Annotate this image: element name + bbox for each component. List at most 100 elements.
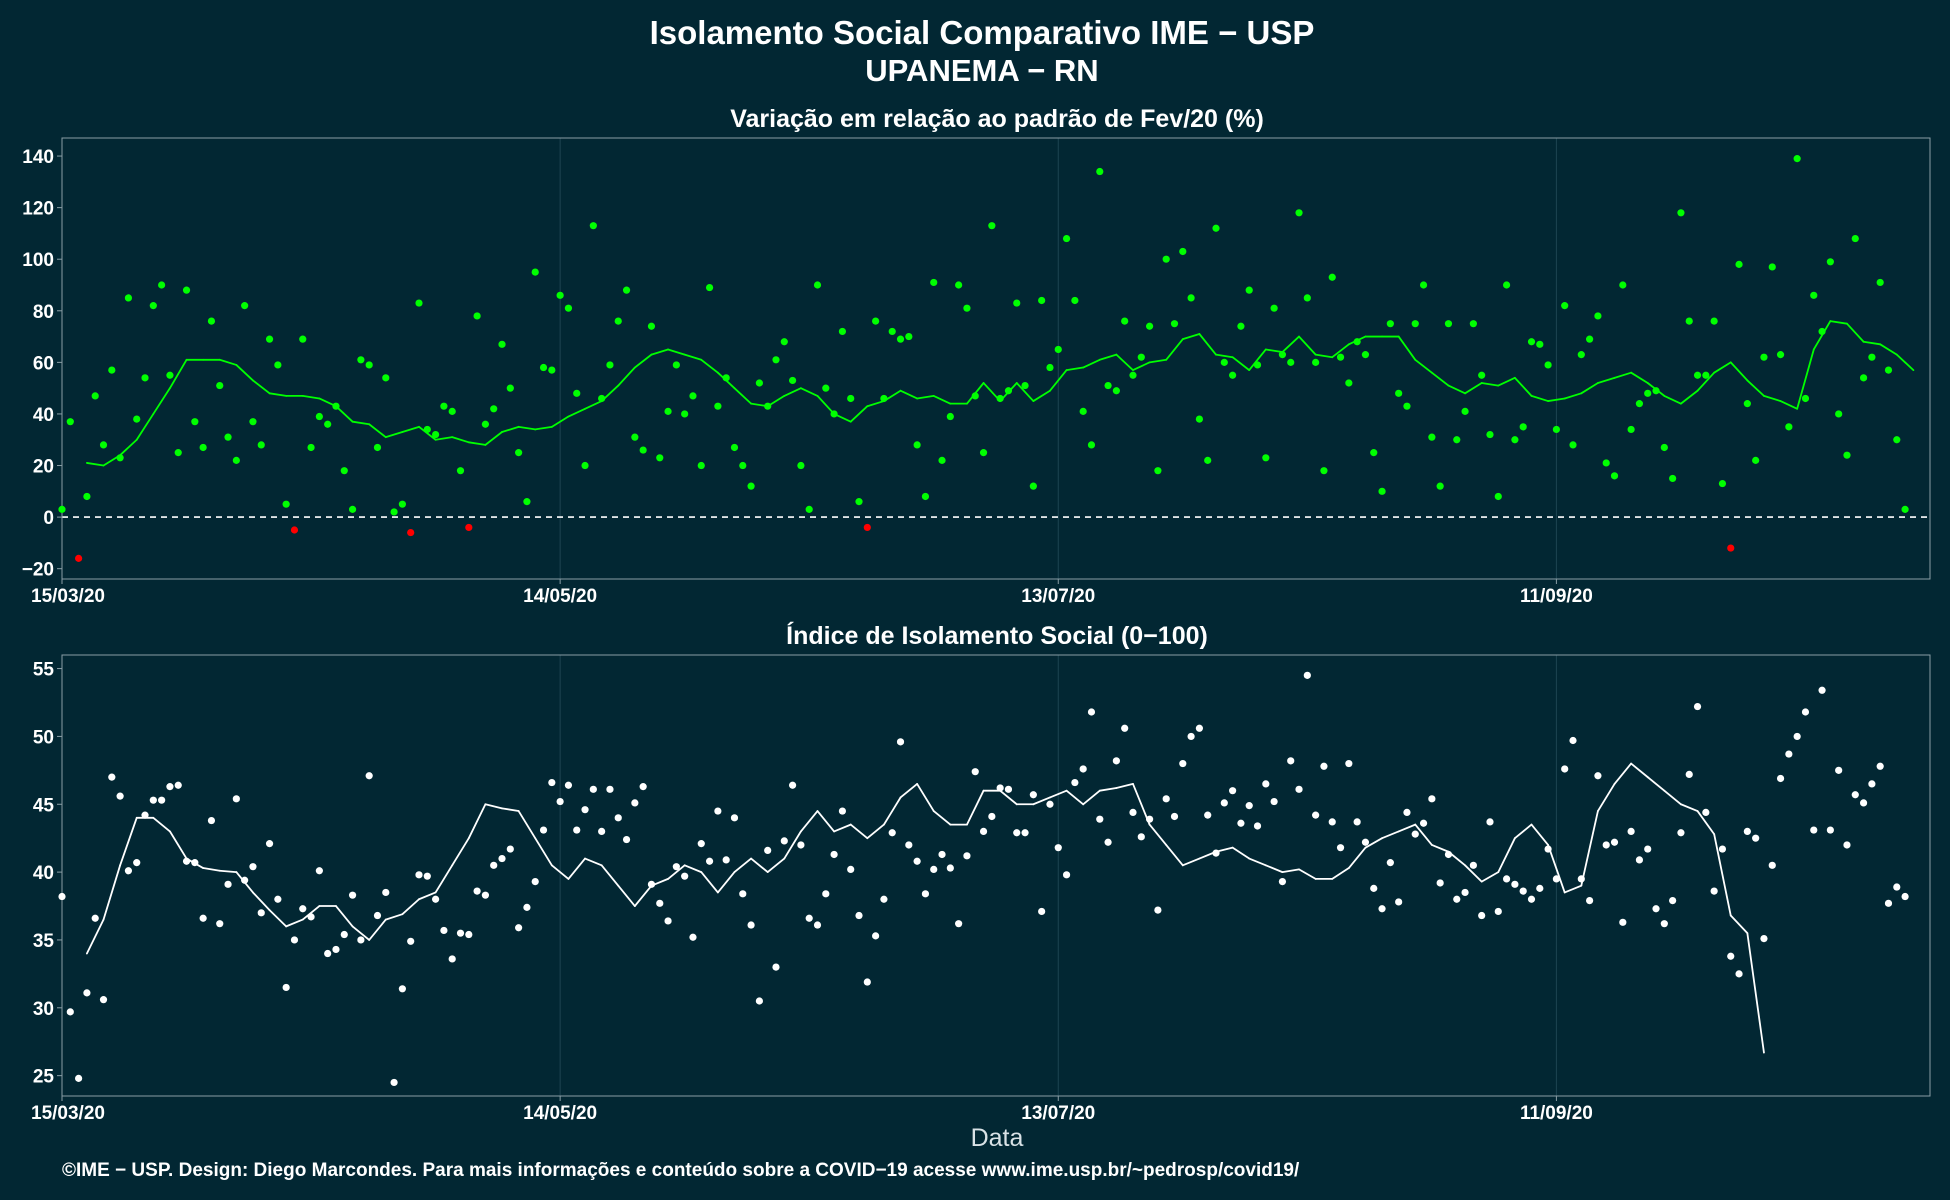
trend-line-segment (966, 789, 985, 826)
data-point (1710, 317, 1718, 325)
data-point (423, 872, 431, 880)
data-point (1378, 487, 1386, 495)
trend-line-segment (1082, 789, 1101, 806)
data-point (1154, 467, 1162, 475)
data-point (598, 827, 606, 836)
data-point (1013, 299, 1021, 307)
data-point (979, 827, 988, 836)
trend-line-segment (1148, 823, 1168, 846)
data-point (539, 363, 548, 372)
data-point (340, 930, 348, 939)
trend-line-segment (733, 857, 752, 874)
trend-line-segment (1696, 810, 1716, 836)
trend-line-segment (384, 431, 404, 439)
data-point (1162, 255, 1170, 263)
data-point (1851, 791, 1859, 799)
data-point (1702, 808, 1710, 817)
trend-line-segment (1895, 353, 1915, 372)
data-point (1195, 724, 1204, 732)
trend-line-segment (700, 871, 719, 894)
data-point (1752, 456, 1760, 464)
y-tick-label: 40 (33, 863, 54, 884)
trend-line-segment (1879, 343, 1898, 356)
trend-line-segment (899, 783, 919, 799)
data-point (1478, 371, 1486, 379)
trend-line-segment (517, 810, 537, 840)
trend-line-segment (999, 789, 1018, 806)
trend-line-segment (1530, 394, 1549, 402)
data-point (664, 917, 672, 925)
data-point (1469, 320, 1477, 328)
y-tick-label: 80 (33, 302, 54, 323)
data-point (1096, 815, 1104, 823)
data-point (755, 379, 763, 387)
data-point (1511, 880, 1519, 888)
data-point (797, 841, 805, 849)
data-point (614, 317, 622, 325)
trend-line-segment (1513, 823, 1533, 840)
data-point (639, 446, 647, 454)
data-point (1536, 340, 1544, 348)
data-point (1552, 875, 1560, 883)
data-point (1602, 841, 1610, 849)
data-point (1868, 780, 1876, 788)
trend-line-segment (1812, 320, 1832, 351)
data-point (241, 302, 249, 310)
data-point (739, 890, 747, 898)
data-point (1835, 410, 1843, 418)
trend-line-segment (783, 830, 802, 860)
data-point (1229, 371, 1237, 379)
data-point (606, 785, 614, 793)
data-point (1644, 389, 1652, 397)
data-point (1245, 802, 1253, 810)
trend-line-segment (1746, 932, 1765, 1054)
trend-line-segment (218, 358, 238, 366)
trend-line-segment (1696, 371, 1716, 392)
data-point (1370, 449, 1378, 457)
data-point (274, 361, 282, 369)
trend-line-segment (1829, 320, 1848, 325)
data-point (116, 792, 124, 800)
trend-line-segment (1082, 358, 1101, 369)
data-point (548, 778, 556, 787)
trend-line-segment (1796, 348, 1815, 410)
data-point (398, 500, 406, 508)
trend-line-segment (766, 857, 786, 874)
trend-line-segment (1646, 776, 1666, 792)
data-point (1527, 895, 1536, 903)
trend-line-segment (467, 441, 487, 446)
trend-line-segment (301, 905, 321, 921)
data-point (1370, 884, 1378, 892)
trend-line-segment (1547, 397, 1566, 402)
data-point (647, 322, 656, 330)
trend-line-segment (600, 864, 620, 887)
trend-line-segment (716, 871, 736, 894)
data-point (365, 361, 373, 369)
data-point (1669, 897, 1677, 905)
trend-line-segment (1015, 382, 1035, 402)
data-point (1768, 861, 1776, 869)
trend-line-segment (135, 413, 155, 441)
trend-line-segment (1065, 366, 1085, 372)
trend-line-segment (1264, 864, 1284, 874)
data-point (232, 795, 240, 803)
variation-panel: −20 0 20 40 60 80 100 120 140 15/03/20 14/05/20 13/… (22, 137, 1931, 607)
data-point (116, 454, 124, 462)
trend-line-segment (1298, 868, 1317, 880)
data-point (490, 861, 498, 869)
trend-line-segment (152, 387, 171, 415)
data-point (515, 924, 523, 932)
data-point (1287, 358, 1295, 366)
trend-line-segment (1713, 361, 1732, 374)
data-point (1619, 281, 1627, 289)
trend-line-segment (534, 837, 553, 867)
trend-line-segment (1630, 371, 1649, 384)
trend-line-segment (467, 803, 487, 840)
data-point (1901, 505, 1909, 513)
data-point (1884, 899, 1893, 907)
data-point (75, 554, 83, 562)
data-point (1586, 897, 1594, 905)
data-point (589, 785, 597, 793)
data-point (1660, 920, 1668, 928)
data-point (1004, 785, 1013, 793)
